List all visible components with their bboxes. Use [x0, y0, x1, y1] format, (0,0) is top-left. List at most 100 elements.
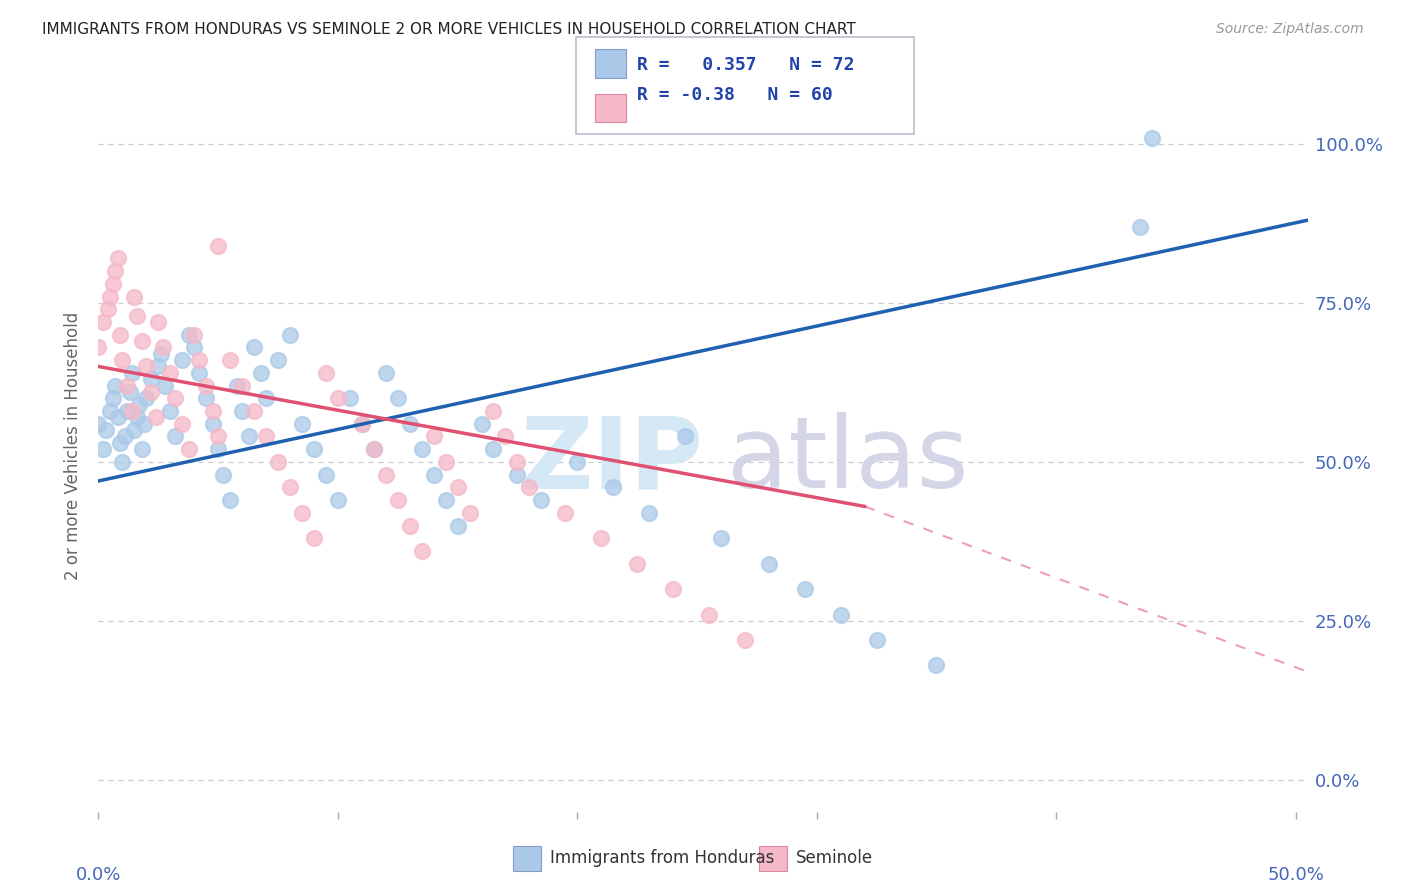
Text: IMMIGRANTS FROM HONDURAS VS SEMINOLE 2 OR MORE VEHICLES IN HOUSEHOLD CORRELATION: IMMIGRANTS FROM HONDURAS VS SEMINOLE 2 O…: [42, 22, 856, 37]
Point: [87, 417, 110, 431]
Point: [374, 366, 396, 380]
Point: [374, 467, 396, 482]
Point: [411, 544, 433, 558]
Point: [434, 455, 457, 469]
Point: [506, 455, 529, 469]
Point: [195, 392, 218, 406]
Point: [148, 315, 170, 329]
Point: [195, 378, 218, 392]
Point: [626, 557, 648, 571]
Point: [115, 404, 138, 418]
Point: [530, 493, 553, 508]
Text: R =   0.357   N = 72: R = 0.357 N = 72: [637, 56, 855, 74]
Point: [1129, 219, 1152, 234]
Point: [159, 366, 181, 380]
Point: [591, 531, 613, 545]
Point: [219, 493, 242, 508]
Text: Source: ZipAtlas.com: Source: ZipAtlas.com: [1216, 22, 1364, 37]
Point: [278, 327, 301, 342]
Point: [91, 442, 114, 457]
Point: [1381, 620, 1403, 634]
Point: [758, 557, 780, 571]
Point: [128, 398, 150, 412]
Point: [188, 353, 211, 368]
Point: [302, 531, 325, 545]
Point: [291, 506, 314, 520]
Point: [482, 442, 505, 457]
Point: [710, 531, 733, 545]
Point: [315, 366, 337, 380]
Point: [315, 467, 337, 482]
Point: [172, 353, 194, 368]
Point: [207, 238, 229, 252]
Point: [108, 327, 131, 342]
Point: [163, 392, 186, 406]
Point: [278, 480, 301, 494]
Point: [114, 429, 136, 443]
Point: [387, 493, 409, 508]
Point: [183, 327, 205, 342]
Point: [125, 410, 148, 425]
Point: [231, 378, 253, 392]
Point: [302, 442, 325, 457]
Point: [207, 429, 229, 443]
Point: [149, 347, 172, 361]
Point: [104, 264, 127, 278]
Point: [183, 340, 205, 354]
Point: [172, 417, 194, 431]
Point: [238, 429, 260, 443]
Point: [231, 404, 253, 418]
Point: [638, 506, 661, 520]
Point: [135, 359, 157, 374]
Point: [734, 632, 756, 647]
Text: 50.0%: 50.0%: [1267, 866, 1324, 884]
Text: Seminole: Seminole: [796, 849, 873, 867]
Point: [326, 392, 349, 406]
Point: [506, 467, 529, 482]
Point: [495, 429, 517, 443]
Point: [554, 506, 576, 520]
Point: [124, 423, 146, 437]
Point: [159, 404, 181, 418]
Point: [131, 442, 153, 457]
Point: [398, 417, 420, 431]
Point: [132, 417, 155, 431]
Point: [125, 309, 148, 323]
Point: [139, 384, 162, 399]
Point: [422, 429, 444, 443]
Point: [398, 518, 420, 533]
Point: [179, 442, 201, 457]
Point: [131, 334, 153, 348]
Point: [1140, 130, 1163, 145]
Point: [101, 392, 124, 406]
Point: [291, 417, 314, 431]
Text: Immigrants from Honduras: Immigrants from Honduras: [550, 849, 775, 867]
Point: [115, 378, 138, 392]
Point: [121, 366, 143, 380]
Point: [163, 429, 186, 443]
Point: [243, 340, 266, 354]
Point: [387, 392, 409, 406]
Point: [152, 340, 174, 354]
Point: [121, 404, 143, 418]
Point: [145, 410, 167, 425]
Point: [135, 392, 157, 406]
Point: [434, 493, 457, 508]
Point: [458, 506, 481, 520]
Point: [422, 467, 444, 482]
Point: [87, 340, 110, 354]
Point: [267, 455, 290, 469]
Point: [155, 378, 177, 392]
Point: [108, 435, 131, 450]
Point: [107, 410, 129, 425]
Point: [482, 404, 505, 418]
Point: [350, 417, 373, 431]
Point: [202, 404, 225, 418]
Point: [470, 417, 492, 431]
Point: [830, 607, 852, 622]
Point: [567, 455, 589, 469]
Point: [202, 417, 225, 431]
Point: [793, 582, 815, 596]
Point: [207, 442, 229, 457]
Point: [188, 366, 211, 380]
